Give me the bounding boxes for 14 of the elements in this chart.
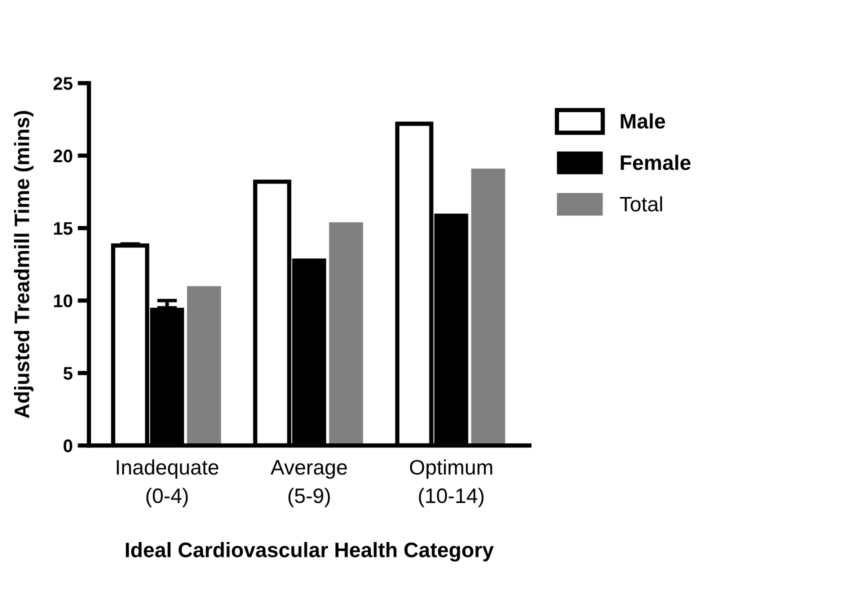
x-tick-label: Optimum (10-14) [410, 459, 492, 508]
y-tick-label: 20 [54, 150, 72, 162]
legend-label: Male [620, 113, 666, 129]
x-axis-title: Ideal Cardiovascular Health Category [126, 542, 494, 562]
y-tick-label: 10 [54, 294, 72, 308]
y-tick-label: 15 [54, 222, 72, 235]
y-tick-label: 5 [63, 367, 72, 380]
y-axis-title: Adjusted Treadmill Time (mins) [14, 110, 34, 418]
legend-label: Female [620, 154, 691, 170]
y-tick-label: 25 [54, 77, 72, 90]
x-tick-label: Average (5-9) [270, 460, 347, 508]
y-tick-label: 0 [64, 439, 72, 452]
legend-label: Total [620, 196, 662, 212]
x-tick-label: Inadequate (0-4) [116, 459, 218, 508]
